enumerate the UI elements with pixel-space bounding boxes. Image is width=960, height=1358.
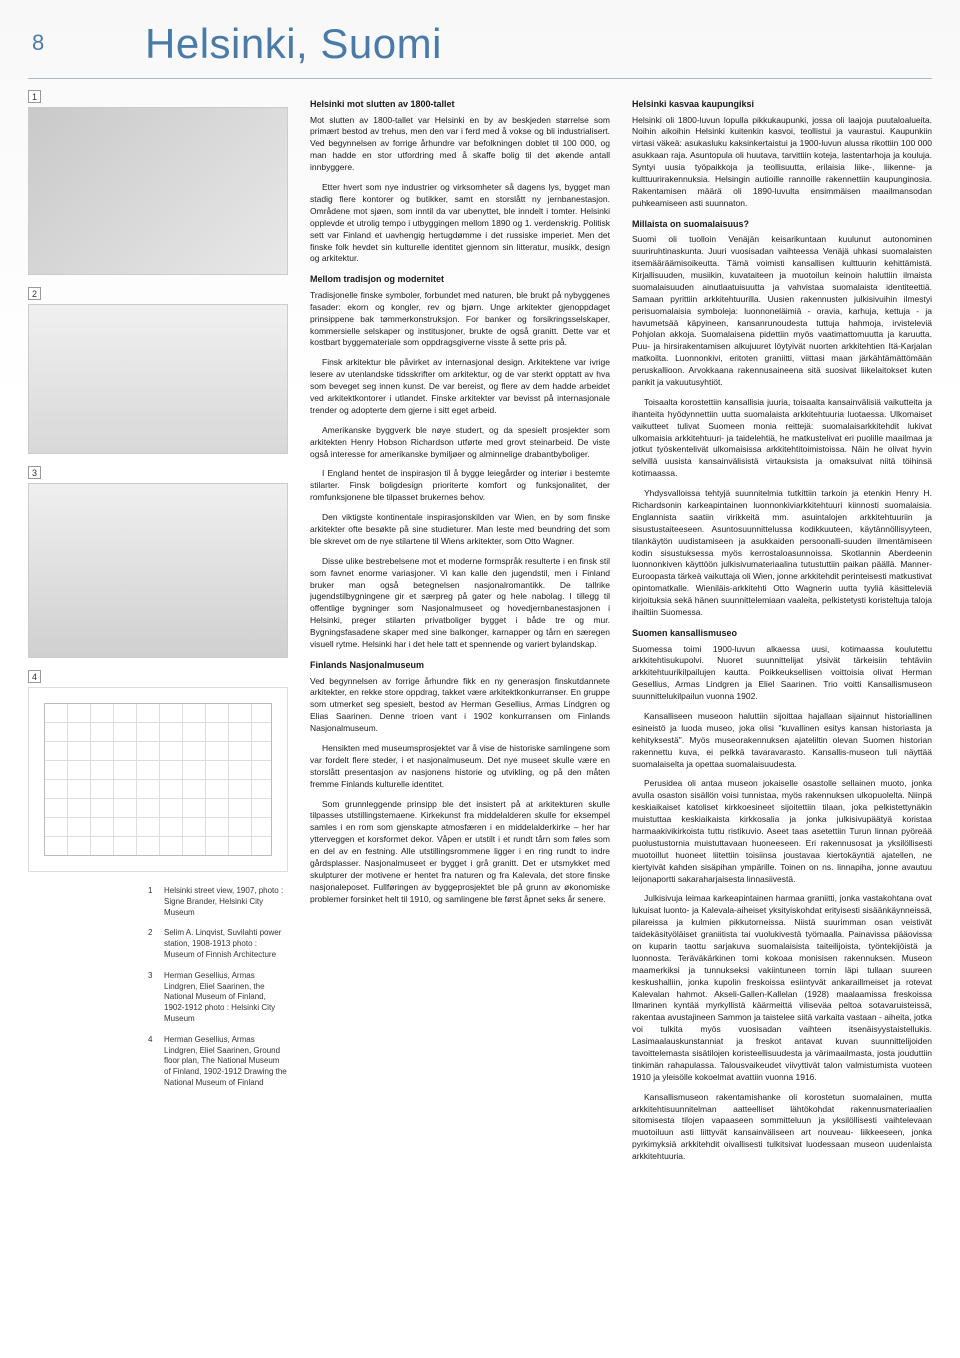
body-paragraph: Toisaalta korostettiin kansallisia juuri… [632, 397, 932, 480]
caption-text: Helsinki street view, 1907, photo : Sign… [164, 886, 288, 918]
caption-row: 4 Herman Gesellius, Armas Lindgren, Elie… [148, 1035, 288, 1089]
figure-captions: 1 Helsinki street view, 1907, photo : Si… [148, 886, 288, 1089]
body-paragraph: Som grunnleggende prinsipp ble det insis… [310, 799, 610, 906]
caption-row: 1 Helsinki street view, 1907, photo : Si… [148, 886, 288, 918]
figure-4: 4 [28, 670, 288, 872]
body-paragraph: Ved begynnelsen av forrige århundre fikk… [310, 676, 610, 735]
photo-placeholder-1 [28, 107, 288, 275]
body-paragraph: Helsinki oli 1800-luvun lopulla pikkukau… [632, 115, 932, 210]
body-paragraph: Etter hvert som nye industrier og virkso… [310, 182, 610, 265]
section-heading: Suomen kansallismuseo [632, 627, 932, 640]
caption-number: 4 [148, 1035, 164, 1089]
body-paragraph: Suomessa toimi 1900-luvun alkaessa uusi,… [632, 644, 932, 703]
body-paragraph: Disse ulike bestrebelsene mot et moderne… [310, 556, 610, 651]
figure-label-1: 1 [28, 90, 41, 103]
body-paragraph: I England hentet de inspirasjon til å by… [310, 468, 610, 504]
page-number: 8 [32, 30, 44, 56]
body-paragraph: Mot slutten av 1800-tallet var Helsinki … [310, 115, 610, 174]
figure-3: 3 [28, 466, 288, 658]
section-heading: Mellom tradisjon og modernitet [310, 273, 610, 286]
horizontal-rule [28, 78, 932, 79]
body-paragraph: Perusidea oli antaa museon jokaiselle os… [632, 778, 932, 885]
photo-placeholder-2 [28, 304, 288, 454]
body-paragraph: Yhdysvalloissa tehtyjä suunnitelmia tutk… [632, 488, 932, 619]
figure-2: 2 [28, 287, 288, 454]
body-paragraph: Kansallismuseon rakentamishanke oli koro… [632, 1092, 932, 1163]
page-title: Helsinki, Suomi [145, 20, 442, 68]
section-heading: Millaista on suomalaisuus? [632, 218, 932, 231]
caption-text: Herman Gesellius, Armas Lindgren, Eliel … [164, 1035, 288, 1089]
body-paragraph: Kansalliseen museoon haluttiin sijoittaa… [632, 711, 932, 770]
sidebar-figures: 1 2 3 4 1 Helsinki street view, 1907, ph… [28, 90, 288, 1099]
caption-row: 3 Herman Gesellius, Armas Lindgren, Elie… [148, 971, 288, 1025]
right-column: Helsinki kasvaa kaupungiksi Helsinki oli… [632, 90, 932, 1171]
left-column: Helsinki mot slutten av 1800-tallet Mot … [310, 90, 610, 1171]
figure-1: 1 [28, 90, 288, 275]
photo-placeholder-3 [28, 483, 288, 658]
caption-row: 2 Selim A. Linqvist, Suvilahti power sta… [148, 928, 288, 960]
caption-number: 1 [148, 886, 164, 918]
body-paragraph: Amerikanske byggverk ble nøye studert, o… [310, 425, 610, 461]
body-paragraph: Den viktigste kontinentale inspirasjonsk… [310, 512, 610, 548]
caption-text: Herman Gesellius, Armas Lindgren, Eliel … [164, 971, 288, 1025]
section-heading: Helsinki mot slutten av 1800-tallet [310, 98, 610, 111]
body-paragraph: Tradisjonelle finske symboler, forbundet… [310, 290, 610, 349]
caption-number: 2 [148, 928, 164, 960]
figure-label-3: 3 [28, 466, 41, 479]
floorplan-placeholder [28, 687, 288, 872]
figure-label-2: 2 [28, 287, 41, 300]
caption-number: 3 [148, 971, 164, 1025]
body-paragraph: Suomi oli tuolloin Venäjän keisarikuntaa… [632, 234, 932, 389]
text-columns: Helsinki mot slutten av 1800-tallet Mot … [310, 90, 932, 1171]
body-paragraph: Julkisivuja leimaa karkeapintainen harma… [632, 893, 932, 1083]
caption-text: Selim A. Linqvist, Suvilahti power stati… [164, 928, 288, 960]
section-heading: Finlands Nasjonalmuseum [310, 659, 610, 672]
section-heading: Helsinki kasvaa kaupungiksi [632, 98, 932, 111]
body-paragraph: Hensikten med museumsprosjektet var å vi… [310, 743, 610, 791]
body-paragraph: Finsk arkitektur ble påvirket av interna… [310, 357, 610, 416]
document-page: 8 Helsinki, Suomi 1 2 3 4 1 Helsinki str… [0, 0, 960, 1358]
figure-label-4: 4 [28, 670, 41, 683]
